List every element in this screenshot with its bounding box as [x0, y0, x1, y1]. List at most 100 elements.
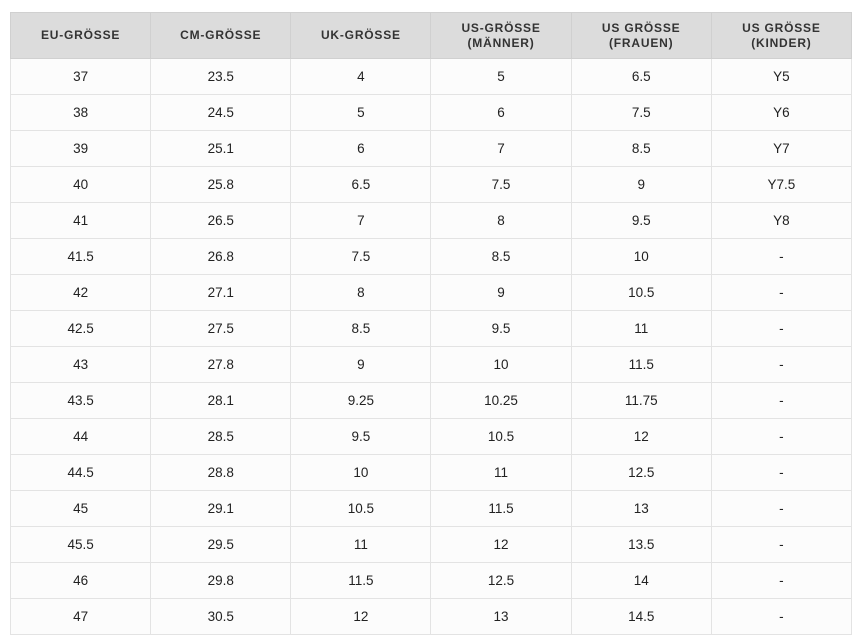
header-line: UK-GRÖSSE	[320, 28, 401, 42]
table-cell: 27.1	[150, 274, 292, 311]
table-cell: 13	[570, 490, 712, 527]
table-cell: 10.5	[290, 490, 432, 527]
table-cell: Y7	[710, 130, 853, 167]
table-cell: 11	[290, 526, 432, 563]
table-cell: -	[710, 418, 853, 455]
table-cell: -	[710, 562, 853, 599]
table-cell: 8.5	[570, 130, 712, 167]
table-row: 38 24.5 5 6 7.5 Y6	[9, 94, 853, 131]
table-cell: 44	[9, 418, 152, 455]
table-cell: 10.5	[570, 274, 712, 311]
table-cell: 38	[9, 94, 152, 131]
table-cell: 28.8	[150, 454, 292, 491]
table-row: 43.5 28.1 9.25 10.25 11.75-	[9, 382, 853, 419]
table-cell: 14	[570, 562, 712, 599]
table-cell: 43.5	[9, 382, 152, 419]
table-cell: 13	[430, 598, 572, 635]
table-cell: 7.5	[430, 166, 572, 203]
table-cell: 9	[430, 274, 572, 311]
table-cell: 45.5	[9, 526, 152, 563]
column-header: EU-GRÖSSE	[9, 12, 152, 59]
table-cell: 42.5	[9, 310, 152, 347]
column-header: US GRÖSSE (KINDER)	[710, 12, 853, 59]
table-cell: 24.5	[150, 94, 292, 131]
table-row: 42 27.1 8 9 10.5-	[9, 274, 853, 311]
column-header: UK-GRÖSSE	[290, 12, 432, 59]
table-cell: Y8	[710, 202, 853, 239]
table-row: 41.5 26.8 7.5 8.5 10-	[9, 238, 853, 275]
table-cell: -	[710, 274, 853, 311]
table-header: EU-GRÖSSE CM-GRÖSSE UK-GRÖSSE US-GRÖSSE (MÄN…	[9, 12, 853, 59]
column-header: US-GRÖSSE (MÄNNER)	[430, 12, 572, 59]
table-cell: 9	[570, 166, 712, 203]
table-cell: -	[710, 310, 853, 347]
table-cell: 25.8	[150, 166, 292, 203]
table-row: 39 25.1 6 7 8.5 Y7	[9, 130, 853, 167]
table-cell: 23.5	[150, 58, 292, 95]
table-cell: 8	[430, 202, 572, 239]
header-row: EU-GRÖSSE CM-GRÖSSE UK-GRÖSSE US-GRÖSSE (MÄN…	[9, 12, 853, 59]
table-cell: 7	[290, 202, 432, 239]
table-cell: 29.1	[150, 490, 292, 527]
header-line: US GRÖSSE	[601, 20, 681, 35]
table-cell: 11.5	[570, 346, 712, 383]
table-cell: 41.5	[9, 238, 152, 275]
table-cell: 10.5	[430, 418, 572, 455]
table-cell: 10	[290, 454, 432, 491]
header-line: (KINDER)	[751, 35, 812, 50]
table-cell: 10.25	[430, 382, 572, 419]
table-cell: 9.25	[290, 382, 432, 419]
table-row: 44 28.5 9.5 10.5 12-	[9, 418, 853, 455]
table-cell: 9.5	[290, 418, 432, 455]
table-cell: 8.5	[290, 310, 432, 347]
table-cell: 7.5	[290, 238, 432, 275]
table-cell: 11	[570, 310, 712, 347]
header-line: EU-GRÖSSE	[40, 28, 121, 42]
table-row: 44.5 28.8 10 11 12.5-	[9, 454, 853, 491]
table-cell: 4	[290, 58, 432, 95]
table-cell: 10	[570, 238, 712, 275]
table-cell: 29.8	[150, 562, 292, 599]
table-cell: 28.5	[150, 418, 292, 455]
table-cell: 25.1	[150, 130, 292, 167]
table-cell: 9	[290, 346, 432, 383]
table-cell: 9.5	[570, 202, 712, 239]
table-cell: 6	[290, 130, 432, 167]
table-row: 42.5 27.5 8.5 9.5 11-	[9, 310, 853, 347]
table-row: 47 30.5 12 13 14.5-	[9, 598, 853, 635]
table-cell: 13.5	[570, 526, 712, 563]
table-cell: 9.5	[430, 310, 572, 347]
table-cell: 11.75	[570, 382, 712, 419]
table-cell: 26.5	[150, 202, 292, 239]
table-cell: -	[710, 238, 853, 275]
table-body: 37 23.5 4 5 6.5 Y5 38 24.5 5 6 7.5 Y6 39 25.1 6 7 8.5 Y7 4…	[9, 58, 853, 635]
table-cell: 5	[430, 58, 572, 95]
table-row: 43 27.8 9 10 11.5-	[9, 346, 853, 383]
table-cell: 8.5	[430, 238, 572, 275]
table-cell: 6.5	[290, 166, 432, 203]
header-line: US-GRÖSSE	[461, 20, 541, 35]
table-cell: -	[710, 526, 853, 563]
table-row: 41 26.5 7 8 9.5 Y8	[9, 202, 853, 239]
table-cell: 12	[570, 418, 712, 455]
table-cell: -	[710, 490, 853, 527]
table-cell: 43	[9, 346, 152, 383]
table-cell: 6	[430, 94, 572, 131]
table-cell: 37	[9, 58, 152, 95]
header-line: CM-GRÖSSE	[180, 28, 262, 42]
header-line: (FRAUEN)	[609, 35, 674, 50]
table-cell: 11.5	[430, 490, 572, 527]
table-cell: 28.1	[150, 382, 292, 419]
table-cell: 6.5	[570, 58, 712, 95]
table-cell: 12.5	[430, 562, 572, 599]
table-cell: 11.5	[290, 562, 432, 599]
table-cell: 12.5	[570, 454, 712, 491]
table-cell: 26.8	[150, 238, 292, 275]
table-cell: 8	[290, 274, 432, 311]
table-cell: 11	[430, 454, 572, 491]
table-cell: Y5	[710, 58, 853, 95]
table-cell: -	[710, 346, 853, 383]
table-cell: Y7.5	[710, 166, 853, 203]
table-cell: -	[710, 454, 853, 491]
table-cell: 12	[430, 526, 572, 563]
